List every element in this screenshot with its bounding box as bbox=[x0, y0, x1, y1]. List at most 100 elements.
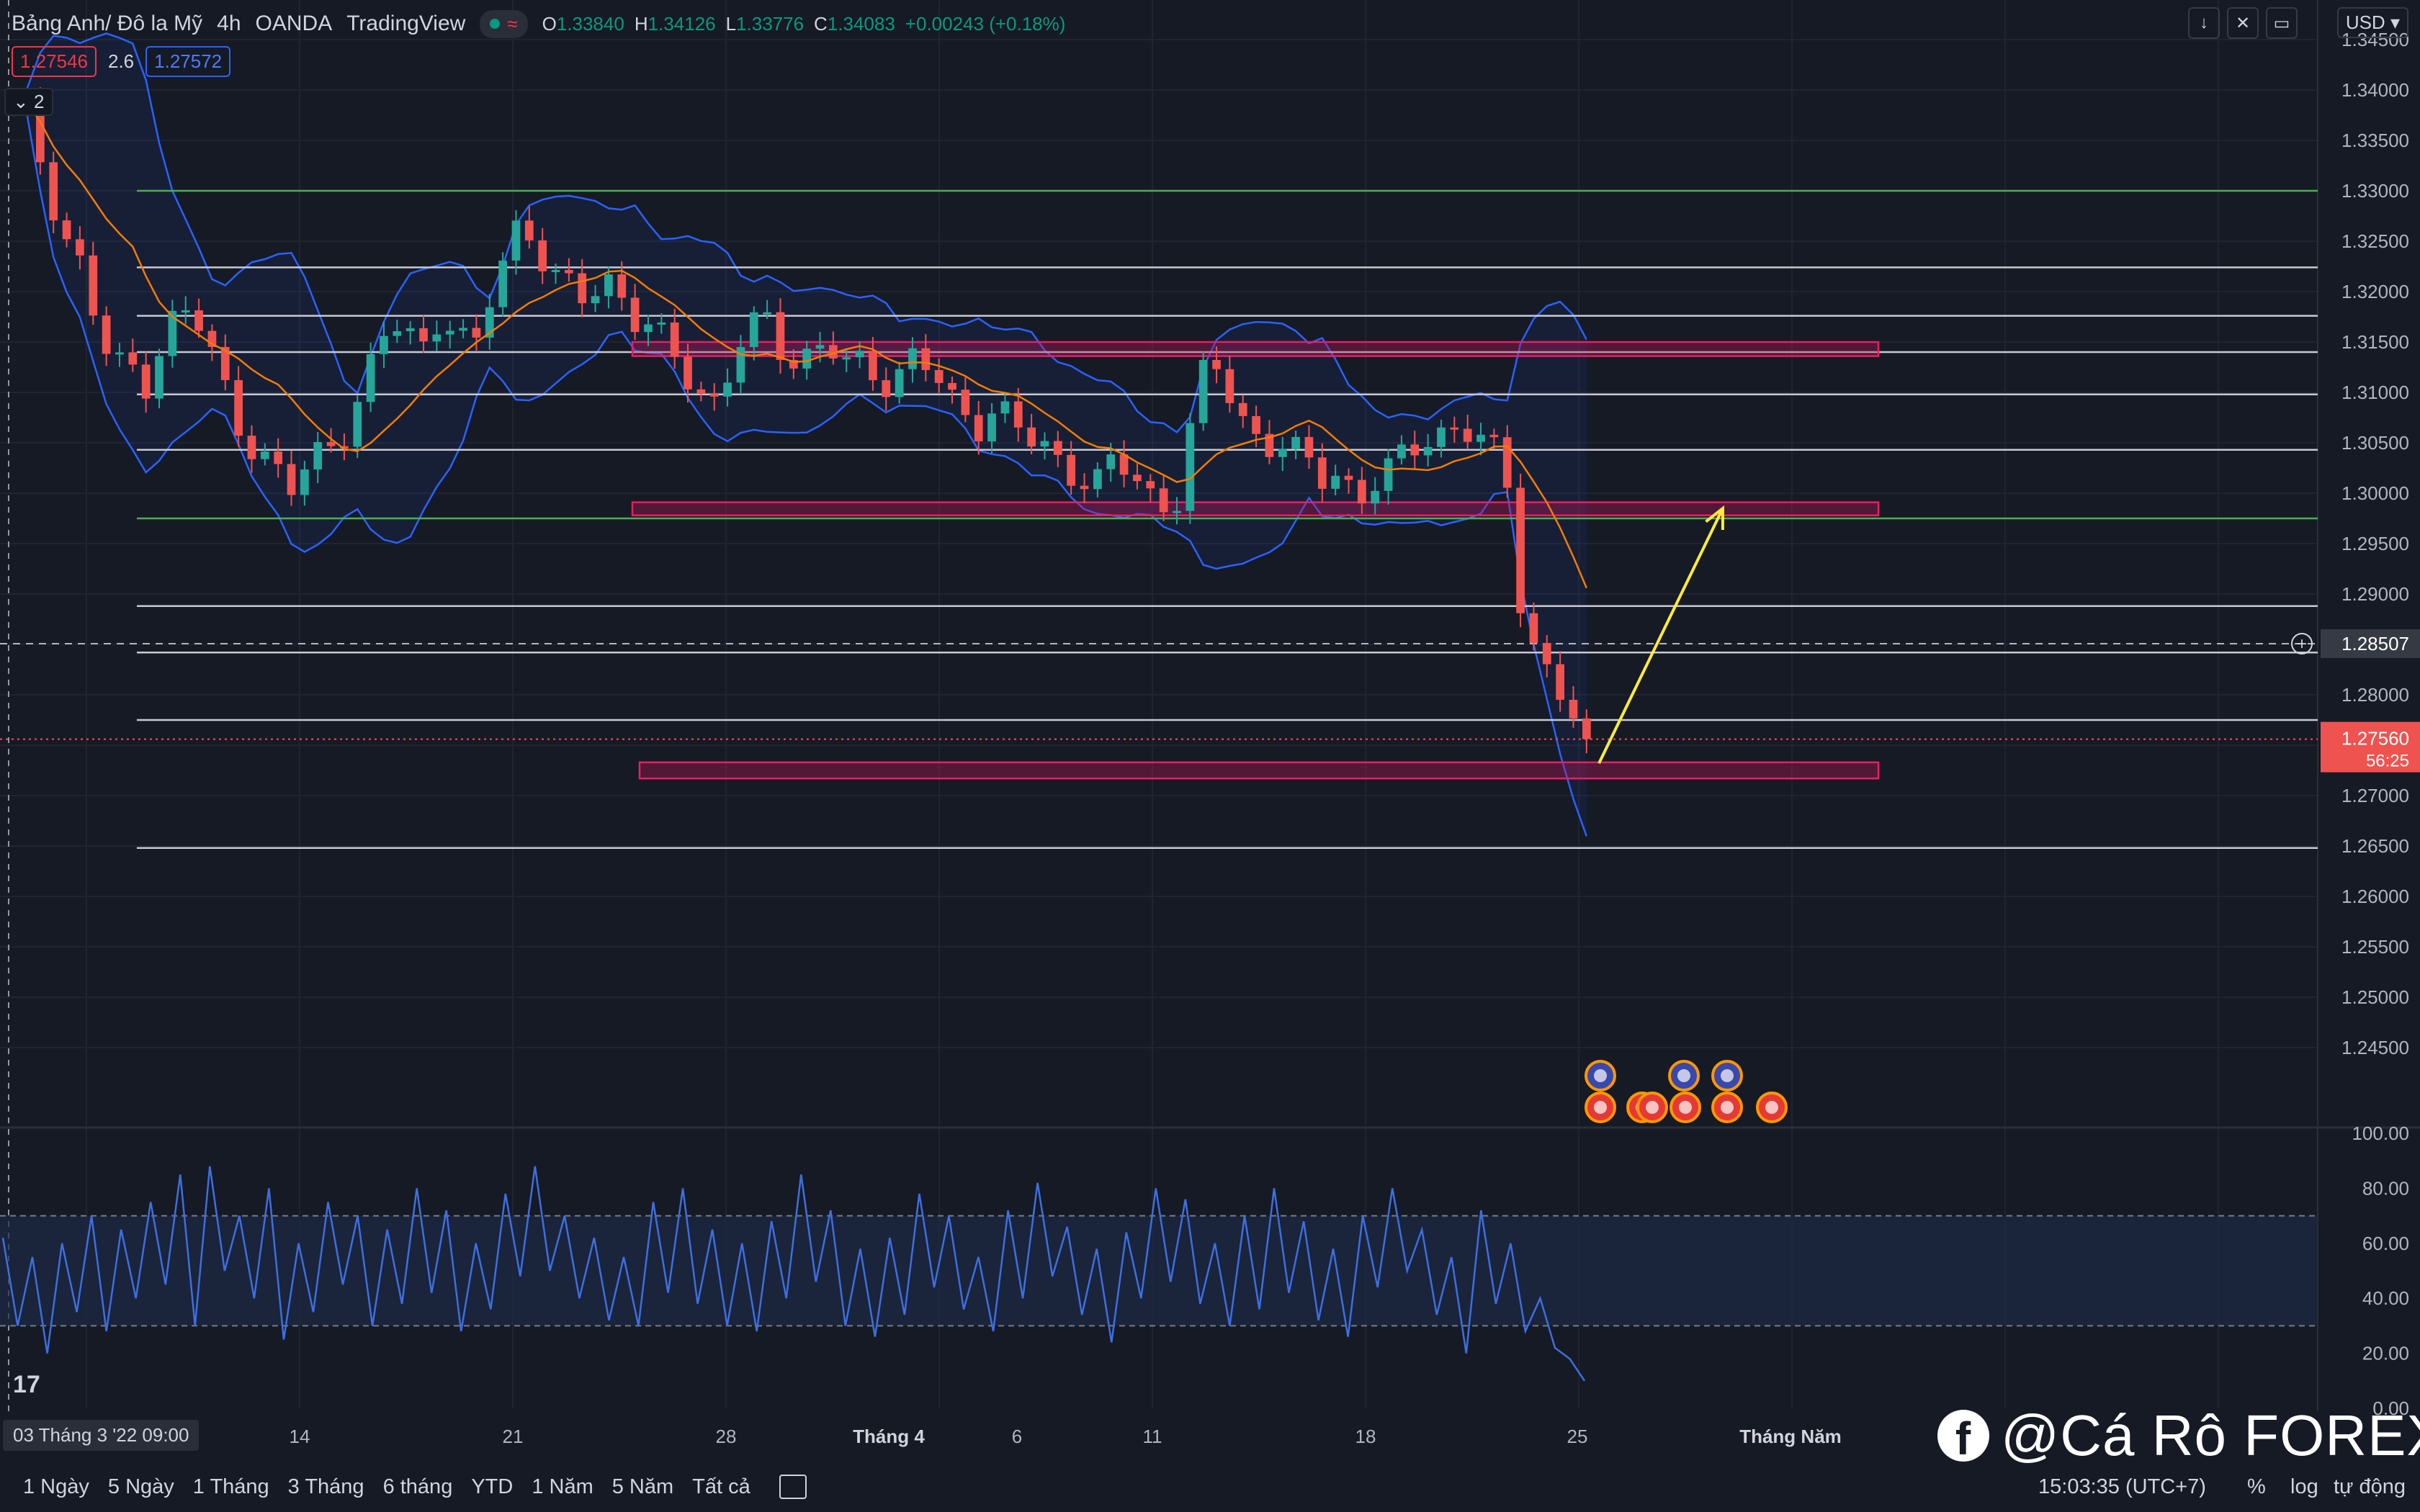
price-zone bbox=[631, 341, 1880, 357]
tradingview-logo-icon: 17 bbox=[13, 1371, 40, 1398]
economic-events[interactable] bbox=[1585, 1060, 1788, 1123]
indicator-legend-toggle[interactable]: ⌄ 2 bbox=[4, 88, 53, 116]
time-tick-label: Tháng 4 bbox=[853, 1426, 925, 1447]
time-tick-label: Tháng Năm bbox=[1739, 1426, 1842, 1447]
range-button[interactable]: 5 Ngày bbox=[107, 1475, 174, 1498]
range-button[interactable]: 1 Tháng bbox=[192, 1475, 269, 1498]
candle bbox=[1489, 434, 1499, 438]
symbol-name[interactable]: Bảng Anh/ Đô la Mỹ bbox=[12, 12, 203, 35]
candle bbox=[987, 413, 996, 442]
candle bbox=[948, 382, 956, 390]
candle bbox=[76, 239, 84, 256]
price-tick-label: 1.27000 bbox=[2341, 785, 2409, 806]
candle bbox=[287, 464, 296, 495]
candle bbox=[789, 359, 798, 369]
candle bbox=[1556, 664, 1564, 700]
change-value: +0.00243 (+0.18%) bbox=[905, 12, 1066, 35]
range-buttons: 1 Ngày 5 Ngày 1 Tháng 3 Tháng 6 tháng YTD 1 Nă… bbox=[0, 1475, 750, 1499]
candle bbox=[220, 346, 230, 380]
candle bbox=[670, 322, 679, 357]
chevron-down-icon: ⌄ bbox=[13, 91, 29, 112]
candle bbox=[709, 394, 719, 397]
price-tick-label: 1.26500 bbox=[2341, 835, 2409, 857]
price-tick-label: 1.28000 bbox=[2341, 684, 2409, 706]
candle bbox=[855, 351, 864, 358]
candle bbox=[1476, 434, 1485, 442]
rsi-tick-label: 80.00 bbox=[2362, 1177, 2409, 1199]
candle bbox=[49, 162, 58, 221]
price-zone bbox=[638, 761, 1880, 780]
range-button[interactable]: 6 tháng bbox=[382, 1475, 453, 1498]
price-axis[interactable]: 1.34500 1.34000 1.33500 1.33000 1.32500 1.320… bbox=[2291, 29, 2420, 1419]
candle bbox=[1198, 359, 1208, 423]
sell-button[interactable]: 1.27546 bbox=[12, 46, 97, 77]
range-button[interactable]: 1 Năm bbox=[532, 1475, 593, 1498]
flag-center bbox=[1721, 1101, 1734, 1114]
ohlc-values: O1.33840 H1.34126 L1.33776 C1.34083 +0.0… bbox=[542, 12, 1066, 35]
candle bbox=[961, 390, 970, 415]
candle bbox=[498, 260, 507, 307]
chart-header: Bảng Anh/ Đô la Mỹ 4h OANDA TradingView … bbox=[12, 7, 1065, 40]
bottom-toolbar: 1 Ngày 5 Ngày 1 Tháng 3 Tháng 6 tháng YTD 1 Nă… bbox=[0, 1462, 2420, 1512]
candle bbox=[869, 351, 877, 381]
candle bbox=[829, 345, 838, 359]
candle bbox=[102, 315, 111, 354]
candle bbox=[551, 269, 560, 272]
candle bbox=[604, 274, 613, 297]
price-tick-label: 1.34000 bbox=[2341, 79, 2409, 101]
chart-controls: ↓ ✕ ▭ bbox=[2188, 7, 2298, 39]
candle bbox=[247, 436, 256, 459]
low-value: 1.33776 bbox=[736, 12, 805, 35]
percent-toggle[interactable]: % bbox=[2247, 1475, 2266, 1498]
candle bbox=[630, 297, 640, 333]
arrow-down-icon[interactable]: ↓ bbox=[2188, 7, 2220, 39]
candle bbox=[366, 354, 375, 402]
collapse-icon[interactable]: ✕ bbox=[2227, 7, 2259, 39]
last-price-label: 1.27560 bbox=[2341, 728, 2409, 750]
price-tick-label: 1.30500 bbox=[2341, 432, 2409, 454]
candle bbox=[578, 273, 587, 304]
calendar-icon[interactable] bbox=[779, 1475, 807, 1499]
candle bbox=[815, 345, 825, 349]
candle bbox=[1278, 449, 1287, 457]
market-status[interactable]: ≈ bbox=[480, 9, 528, 38]
candle bbox=[1212, 359, 1221, 369]
bid-ask-row: 1.27546 2.6 1.27572 bbox=[12, 46, 231, 77]
clock[interactable]: 15:03:35 (UTC+7) bbox=[2038, 1475, 2206, 1498]
candle bbox=[1358, 480, 1366, 504]
candle bbox=[1040, 441, 1049, 447]
price-tick-label: 1.34500 bbox=[2341, 29, 2409, 50]
range-button[interactable]: 5 Năm bbox=[611, 1475, 674, 1498]
candle bbox=[882, 380, 891, 397]
flag-center bbox=[1646, 1101, 1659, 1114]
fullscreen-icon[interactable]: ▭ bbox=[2266, 7, 2298, 39]
arrow-shaft bbox=[1597, 508, 1724, 765]
time-tick-label: 18 bbox=[1355, 1426, 1376, 1447]
arrowhead-icon bbox=[1705, 505, 1725, 531]
candle bbox=[353, 402, 362, 447]
flag-center bbox=[1721, 1069, 1734, 1082]
auto-toggle[interactable]: tự động bbox=[2334, 1475, 2406, 1498]
candle bbox=[921, 348, 931, 370]
range-button[interactable]: 1 Ngày bbox=[23, 1475, 89, 1498]
range-button[interactable]: 3 Tháng bbox=[287, 1475, 364, 1498]
projection-arrow[interactable] bbox=[1597, 505, 1725, 765]
price-zone bbox=[631, 501, 1880, 517]
time-axis[interactable]: 14 21 28 Tháng 4 6 11 18 25 Tháng Năm bbox=[290, 1426, 1842, 1447]
candle bbox=[1186, 423, 1195, 511]
candle bbox=[89, 255, 98, 316]
candle bbox=[1159, 488, 1168, 513]
price-tick-label: 1.26000 bbox=[2341, 886, 2409, 907]
candle bbox=[1093, 469, 1102, 490]
currency-select[interactable]: USD ▾ bbox=[2336, 7, 2408, 38]
range-button[interactable]: YTD bbox=[471, 1475, 514, 1498]
interval[interactable]: 4h bbox=[217, 12, 241, 35]
market-open-icon bbox=[490, 19, 501, 29]
candle bbox=[194, 310, 203, 331]
range-button[interactable]: Tất cả bbox=[692, 1475, 750, 1498]
buy-button[interactable]: 1.27572 bbox=[145, 46, 231, 77]
bollinger-fill bbox=[14, 33, 1587, 837]
log-toggle[interactable]: log bbox=[2290, 1475, 2318, 1498]
candle bbox=[1013, 401, 1023, 428]
